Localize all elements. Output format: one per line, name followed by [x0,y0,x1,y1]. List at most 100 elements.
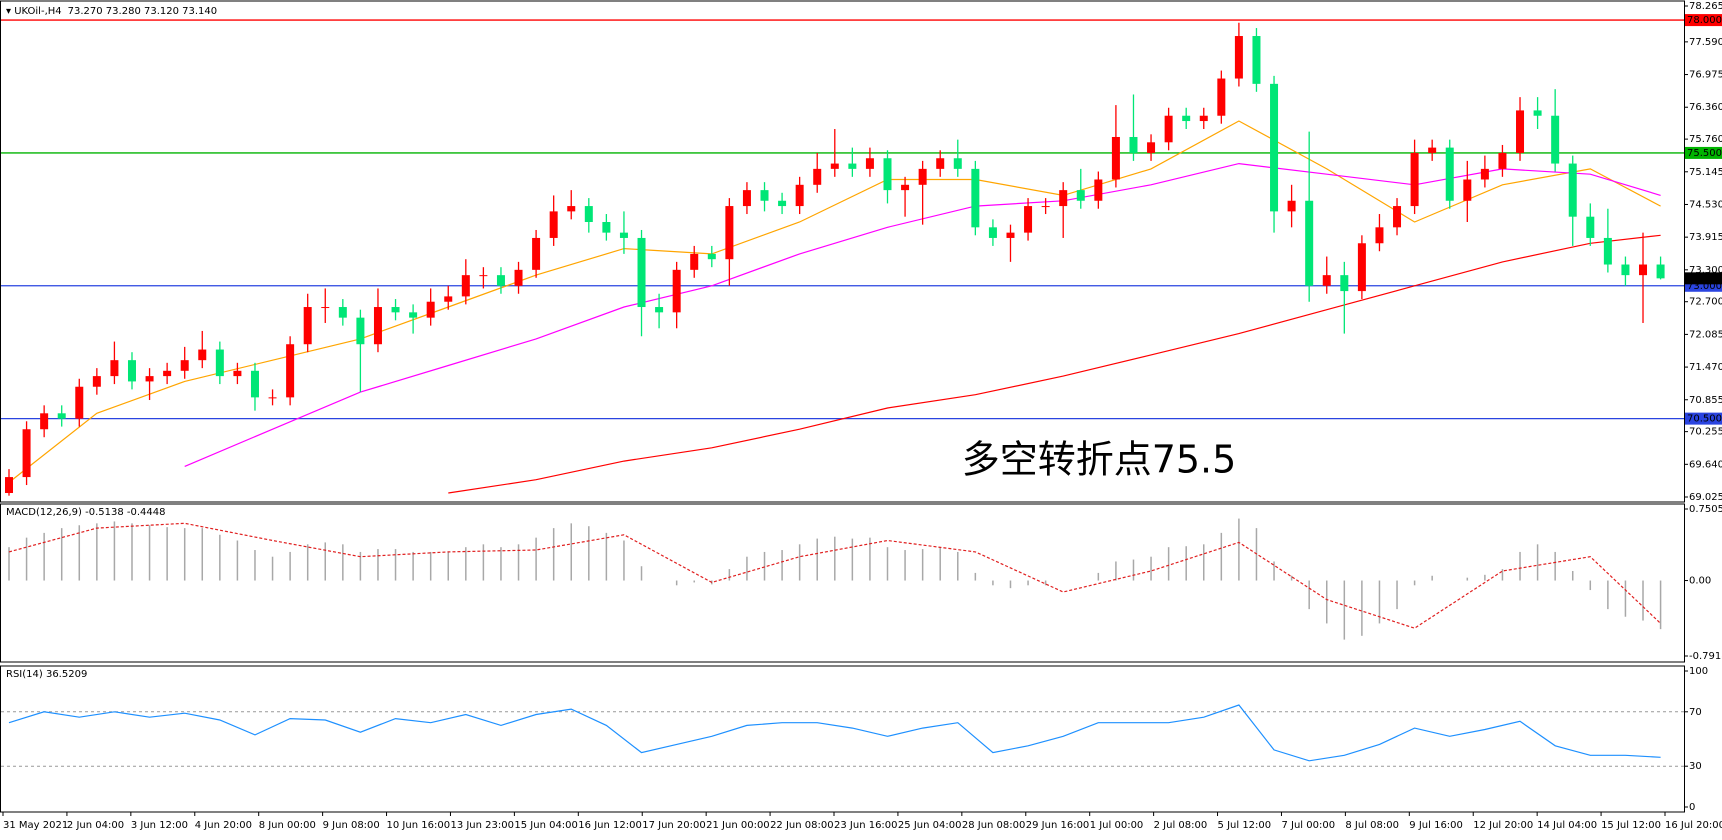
candle-body [883,158,892,191]
y-tick-label: 69.640 [1689,459,1722,470]
candle-body [479,275,488,277]
candle-body [1129,136,1138,153]
x-tick-label: 13 Jun 23:00 [450,820,514,831]
chart-subtitle: 73.270 73.280 73.120 73.140 [68,6,218,17]
x-tick-label: 17 Jun 20:00 [642,820,706,831]
candle-body [180,360,189,371]
panel-frame [0,665,1685,813]
candle-body [338,307,347,318]
candle-body [1076,190,1085,201]
candle-body [496,275,505,286]
candle-body [145,376,154,382]
candle-body [250,370,259,398]
candle-body [409,312,418,318]
candle-body [321,307,330,309]
candle-body [865,158,874,169]
candle-body [110,360,119,377]
candle-body [584,206,593,223]
candle-body [1480,168,1489,180]
y-tick-label: 74.530 [1689,199,1722,210]
candle-body [233,370,242,377]
panel-frame [0,0,1685,503]
candle-body [1357,243,1366,292]
y-tick-label: 72.085 [1689,329,1722,340]
last-price-label: 73.140 [1687,273,1722,284]
candle-body [655,307,664,313]
y-tick-label: 70.255 [1689,427,1722,438]
x-tick-label: 15 Jun 04:00 [514,820,578,831]
candle-body [1270,83,1279,212]
candle-body [936,158,945,169]
candle-body [22,429,31,478]
x-tick-label: 22 Jun 08:00 [770,820,834,831]
x-tick-label: 28 Jun 08:00 [962,820,1026,831]
candle-body [1586,216,1595,238]
candle-body [1428,147,1437,153]
candle-body [778,200,787,207]
panel-title: MACD(12,26,9) -0.5138 -0.4448 [6,507,166,518]
candle-body [1551,115,1560,164]
x-tick-label: 16 Jun 12:00 [578,820,642,831]
candle-body [356,317,365,345]
y-tick-label: 76.975 [1689,70,1722,81]
candle-body [760,190,769,201]
x-tick-label: 9 Jun 08:00 [323,820,380,831]
chart-header: ▾ UKOil-,H4 73.270 73.280 73.120 73.140 [6,6,217,17]
candle-body [1252,36,1261,84]
candle-body [461,275,470,297]
candle-body [198,349,207,361]
x-tick-label: 8 Jun 00:00 [259,820,316,831]
y-tick-label: 73.300 [1689,265,1722,276]
candle-body [901,184,910,191]
y-tick-label: 70 [1689,707,1702,718]
candle-body [1199,115,1208,122]
x-tick-label: 2 Jun 04:00 [67,820,124,831]
candle-body [532,237,541,270]
y-tick-label: 76.360 [1689,102,1722,113]
candle-body [1094,179,1103,201]
candle-body [1393,206,1402,228]
price-tag-label: 75.500 [1687,148,1722,159]
x-tick-label: 1 Jul 00:00 [1090,820,1144,831]
price-tag-label: 70.500 [1687,414,1722,425]
x-tick-label: 5 Jul 12:00 [1218,820,1272,831]
y-tick-label: 71.470 [1689,362,1722,373]
y-tick-label: 75.760 [1689,134,1722,145]
candle-body [1498,152,1507,169]
candle-body [1147,142,1156,153]
y-tick-label: 100 [1689,666,1708,677]
candle-body [514,269,523,286]
candle-body [163,370,172,377]
x-tick-label: 31 May 2021 [3,820,68,831]
candle-body [1041,206,1050,208]
candle-body [848,163,857,169]
candle-body [1164,115,1173,143]
chart-title: UKOil-,H4 [14,6,61,17]
symbol: ▾ [6,6,14,17]
candle-body [5,477,13,494]
candle-body [742,190,751,207]
price-tag [1685,14,1722,27]
candle-body [619,232,628,238]
candle-body [813,168,822,185]
y-tick-label: 0 [1689,802,1695,813]
candle-body [830,163,839,169]
candle-body [637,237,646,308]
y-tick-label: 70.855 [1689,395,1722,406]
moving-average [184,162,1661,467]
y-tick-label: 78.265 [1689,1,1722,12]
panel-title: RSI(14) 36.5209 [6,669,87,680]
candle-body [1463,179,1472,201]
x-tick-label: 21 Jun 00:00 [706,820,770,831]
x-tick-label: 29 Jun 16:00 [1026,820,1090,831]
x-tick-label: 15 Jul 12:00 [1601,820,1661,831]
candle-body [286,344,295,398]
price-tag [1685,412,1722,425]
x-tick-label: 4 Jun 20:00 [195,820,252,831]
x-tick-label: 10 Jun 16:00 [387,820,451,831]
x-tick-label: 16 Jul 20:00 [1665,820,1722,831]
candle-body [92,376,101,387]
candle-body [1568,163,1577,217]
